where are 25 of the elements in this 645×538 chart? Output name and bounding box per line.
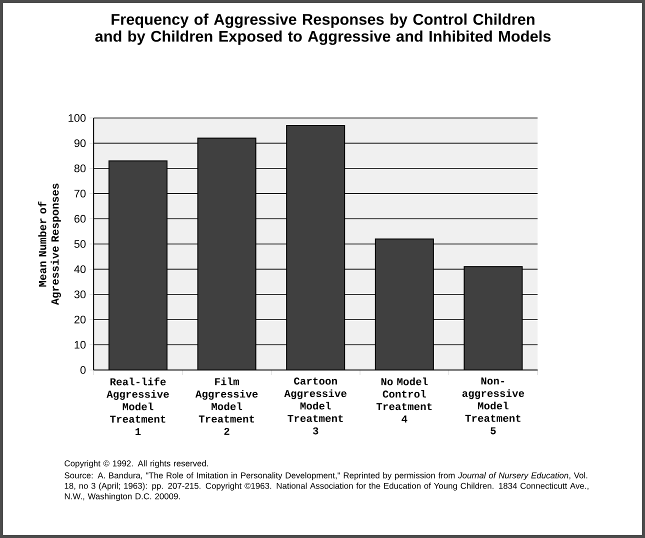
y-tick-label: 80 <box>74 164 86 172</box>
bar <box>198 138 256 370</box>
bar <box>464 266 523 370</box>
chart-title: Frequency of Aggressive Responses by Control Children and by Children Exposed to Aggressive and Inhibited Models <box>95 14 551 45</box>
y-tick-label: 20 <box>74 316 86 324</box>
y-tick-label: 60 <box>74 214 86 223</box>
bar <box>109 160 168 370</box>
y-tick-label: 0 <box>80 366 86 374</box>
y-tick-label: 90 <box>74 139 86 148</box>
x-tick-label: Non-aggressive Model Treatment 5 <box>462 378 524 434</box>
x-tick-label: No Model Control Treatment 4 <box>376 378 432 422</box>
bar <box>286 126 345 370</box>
source-note: Source: A. Bandura, "The Role of Imitation in Personality Development," Reprinted by permission from Journal of Nursery Education, Vol. 18, no 3 (April; 1963): pp. 207-215. Copyright ©1963. National Association for the Education of Young Children. 1834 Connecticutt Ave., N.W., Washington D.C. 20009. <box>64 472 588 501</box>
y-tick-label: 100 <box>68 114 86 122</box>
x-tick-label: Cartoon Aggressive Model Treatment 3 <box>284 378 346 434</box>
y-tick-label: 50 <box>74 240 86 248</box>
bar <box>375 238 434 370</box>
y-axis-title: Mean Number of Agressive Responses <box>38 184 61 305</box>
text: Copyright © 1992. All rights reserved. <box>64 460 208 468</box>
y-tick-label: 10 <box>74 340 86 349</box>
x-tick-label: Film Aggressive Model Treatment 2 <box>195 378 258 435</box>
y-tick-label: 30 <box>74 290 86 298</box>
y-tick-label: 70 <box>74 190 86 198</box>
x-tick-label: Real-life Aggressive Model Treatment 1 <box>106 378 169 436</box>
y-tick-label: 40 <box>74 265 86 274</box>
